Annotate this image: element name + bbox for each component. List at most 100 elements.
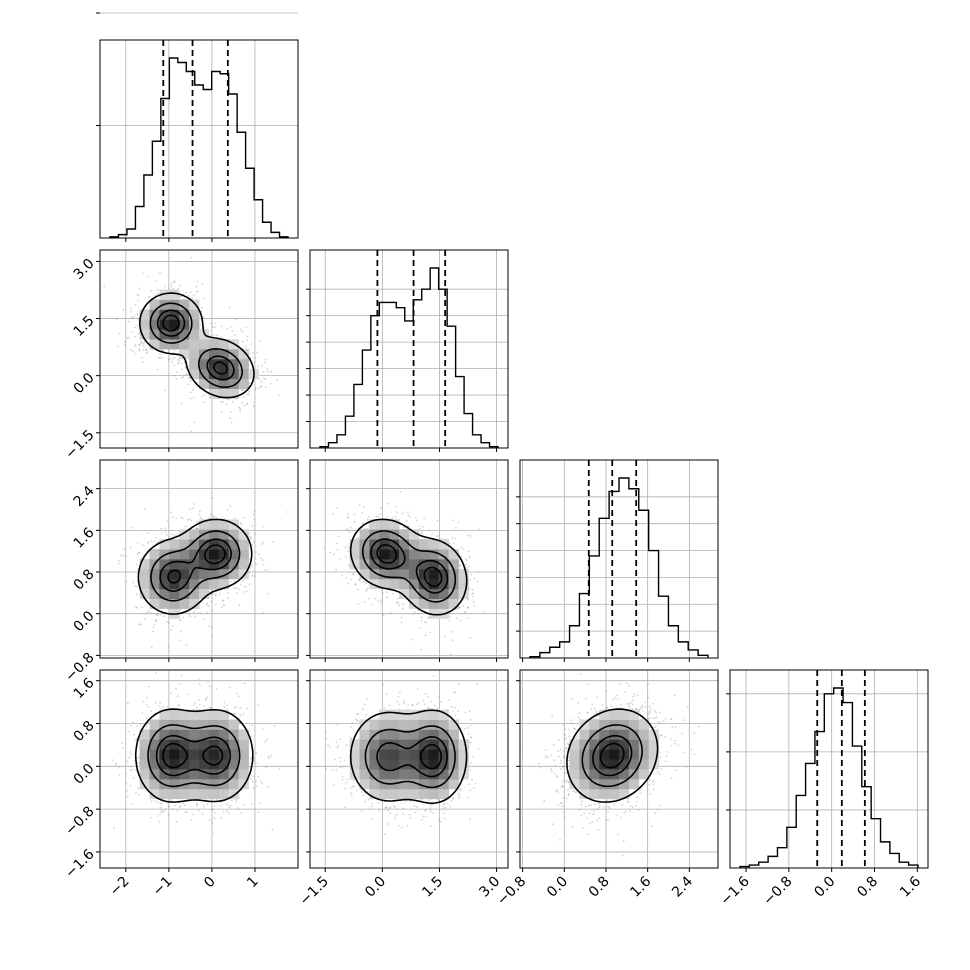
scatter-point bbox=[164, 389, 166, 392]
scatter-point bbox=[238, 604, 241, 607]
scatter-point bbox=[192, 396, 195, 399]
scatter-point bbox=[205, 603, 208, 606]
scatter-point bbox=[363, 580, 365, 583]
scatter-point bbox=[400, 621, 403, 624]
scatter-point bbox=[398, 604, 400, 607]
scatter-point bbox=[222, 400, 224, 403]
scatter-point bbox=[136, 541, 139, 544]
histogram-0 bbox=[109, 57, 289, 238]
scatter-point bbox=[362, 581, 365, 583]
density-cell bbox=[218, 568, 230, 580]
density-cell bbox=[438, 568, 449, 580]
density-cell bbox=[409, 529, 420, 540]
scatter-point bbox=[412, 612, 415, 615]
scatter-point bbox=[130, 331, 133, 334]
scatter-point bbox=[145, 725, 148, 728]
scatter-point bbox=[476, 580, 479, 583]
scatter-point bbox=[180, 376, 183, 379]
density-cell bbox=[349, 549, 360, 560]
density-cell bbox=[159, 309, 170, 320]
contour-level-2 bbox=[156, 309, 235, 381]
density-cell bbox=[189, 559, 200, 570]
scatter-point bbox=[193, 421, 196, 424]
scatter-point bbox=[381, 589, 383, 592]
density-cell bbox=[359, 559, 370, 570]
density-cell bbox=[448, 549, 459, 560]
scatter-point bbox=[451, 537, 454, 539]
scatter-point bbox=[116, 318, 118, 320]
density-cell bbox=[379, 578, 390, 590]
scatter-point bbox=[168, 349, 171, 352]
scatter-point bbox=[367, 515, 370, 518]
scatter-point bbox=[419, 627, 422, 629]
scatter-point bbox=[253, 518, 256, 521]
scatter-point bbox=[420, 619, 423, 622]
density-cell bbox=[159, 559, 170, 570]
scatter-point bbox=[185, 291, 188, 294]
scatter-point bbox=[258, 802, 261, 805]
scatter-point bbox=[346, 545, 348, 548]
scatter-point bbox=[397, 601, 399, 604]
density-cell bbox=[149, 309, 160, 320]
scatter-point bbox=[141, 606, 144, 609]
scatter-point bbox=[465, 566, 468, 569]
scatter-point bbox=[147, 541, 150, 544]
scatter-point bbox=[467, 534, 470, 537]
scatter-point bbox=[251, 724, 254, 727]
scatter-point bbox=[246, 335, 249, 338]
scatter-point bbox=[248, 352, 251, 355]
scatter-point bbox=[180, 402, 183, 405]
scatter-point bbox=[424, 634, 427, 637]
scatter-point bbox=[140, 340, 143, 343]
scatter-point bbox=[438, 534, 440, 537]
scatter-point bbox=[152, 626, 155, 628]
density-cell bbox=[389, 568, 400, 580]
scatter-point bbox=[381, 592, 384, 595]
scatter-point bbox=[137, 551, 140, 554]
scatter-point bbox=[235, 798, 238, 801]
density-cell bbox=[149, 319, 160, 330]
density-cell bbox=[189, 539, 200, 550]
scatter-point bbox=[148, 295, 151, 298]
scatter-point bbox=[143, 345, 145, 348]
scatter-point bbox=[233, 707, 236, 709]
scatter-point bbox=[194, 615, 196, 618]
density-cell bbox=[369, 578, 380, 590]
scatter-point bbox=[347, 547, 350, 549]
scatter-point bbox=[190, 256, 193, 259]
scatter-point bbox=[250, 343, 253, 345]
scatter-point bbox=[161, 357, 164, 359]
density-cell bbox=[208, 519, 220, 530]
contour-level-3 bbox=[167, 544, 226, 584]
scatter-point bbox=[240, 583, 242, 586]
scatter-point bbox=[235, 587, 238, 590]
scatter-point bbox=[407, 524, 409, 527]
scatter-point bbox=[124, 555, 127, 558]
scatter-point bbox=[243, 517, 246, 519]
density-cell bbox=[159, 319, 170, 330]
density-cell bbox=[159, 549, 170, 560]
density-cell bbox=[399, 529, 410, 540]
density-cell bbox=[169, 329, 180, 340]
scatter-point bbox=[277, 394, 280, 397]
scatter-point bbox=[255, 551, 257, 553]
scatter-point bbox=[189, 379, 192, 382]
density-cell bbox=[159, 339, 170, 350]
density-cell bbox=[418, 578, 430, 590]
scatter-point bbox=[459, 619, 462, 622]
density-cell bbox=[238, 529, 249, 540]
scatter-point bbox=[264, 740, 267, 743]
scatter-point bbox=[248, 381, 251, 384]
scatter-point bbox=[276, 379, 278, 382]
scatter-point bbox=[175, 517, 178, 520]
scatter-point bbox=[157, 357, 160, 359]
scatter-point bbox=[173, 281, 176, 284]
scatter-point bbox=[213, 515, 216, 518]
density-cell bbox=[159, 588, 170, 599]
scatter-point bbox=[418, 524, 421, 527]
scatter-point bbox=[469, 578, 472, 581]
scatter-point bbox=[251, 574, 254, 577]
scatter-point bbox=[359, 579, 361, 582]
scatter-point bbox=[357, 602, 360, 605]
scatter-point bbox=[248, 536, 251, 539]
